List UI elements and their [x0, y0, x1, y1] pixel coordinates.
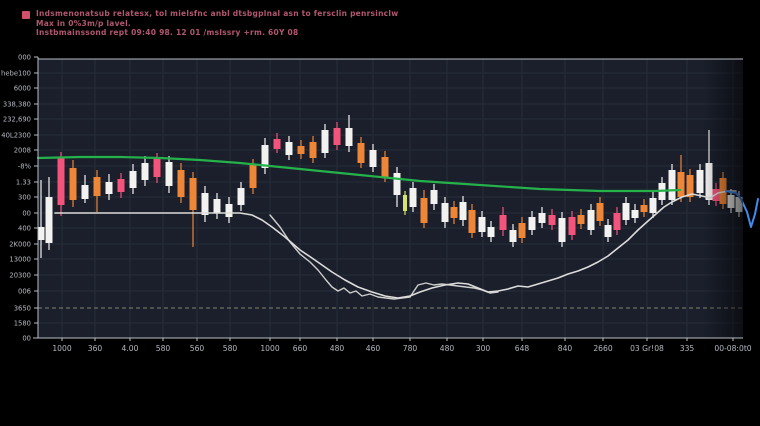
svg-text:480: 480 — [440, 344, 455, 353]
svg-text:338,380: 338,380 — [3, 100, 31, 108]
svg-text:580: 580 — [156, 344, 171, 353]
svg-text:hebe100: hebe100 — [1, 69, 31, 77]
svg-text:1.33: 1.33 — [16, 178, 31, 186]
svg-text:00: 00 — [22, 334, 31, 342]
svg-text:4.00: 4.00 — [122, 344, 139, 353]
svg-text:840: 840 — [558, 344, 573, 353]
svg-text:00-08:0t0: 00-08:0t0 — [714, 344, 751, 353]
sma-white-second-line — [269, 214, 499, 300]
svg-text:03 Gr!08: 03 Gr!08 — [630, 344, 664, 353]
svg-text:000: 000 — [18, 53, 31, 61]
svg-text:335: 335 — [680, 344, 695, 353]
svg-text:480: 480 — [330, 344, 345, 353]
svg-text:-8%: -8% — [18, 162, 32, 170]
chart-legend: Indsmenonatsub relatesx, tol mielsfnc an… — [22, 9, 398, 38]
svg-text:300: 300 — [476, 344, 491, 353]
svg-text:1000: 1000 — [52, 344, 71, 353]
candles — [37, 115, 743, 258]
svg-text:780: 780 — [403, 344, 418, 353]
svg-text:580: 580 — [223, 344, 238, 353]
svg-text:2008: 2008 — [14, 146, 31, 154]
svg-text:460: 460 — [366, 344, 381, 353]
svg-text:40L2300: 40L2300 — [1, 131, 31, 139]
series-marker-icon — [22, 11, 30, 19]
legend-line-3: Instbmainssond rept 09:40 98. 12 01 /msl… — [36, 28, 299, 37]
svg-text:2K000: 2K000 — [9, 240, 31, 248]
svg-text:300: 300 — [18, 193, 31, 201]
y-axis-labels: 000 hebe100 6000 338,380 232,690 40L2300 2008 -… — [1, 53, 38, 342]
right-edge-fade — [703, 59, 743, 338]
sma-white-main-line — [54, 190, 737, 299]
svg-text:360: 360 — [88, 344, 103, 353]
svg-text:1000: 1000 — [260, 344, 279, 353]
sma-green-line — [36, 155, 682, 193]
legend-line-2: Max in 0%3m/p lavel. — [36, 18, 132, 28]
svg-text:00: 00 — [22, 209, 31, 217]
svg-text:660: 660 — [293, 344, 308, 353]
svg-text:232,690: 232,690 — [3, 115, 31, 123]
svg-text:006: 006 — [18, 287, 31, 295]
svg-text:648: 648 — [515, 344, 530, 353]
svg-text:400: 400 — [18, 224, 31, 232]
x-axis-labels: 1000 360 4.00 580 560 580 1000 660 480 460 780 480 3… — [52, 338, 752, 353]
svg-text:20300: 20300 — [9, 271, 31, 279]
svg-text:3650: 3650 — [14, 304, 31, 312]
svg-text:6000: 6000 — [14, 84, 31, 92]
svg-text:560: 560 — [190, 344, 205, 353]
svg-text:1580: 1580 — [14, 319, 31, 327]
svg-text:13000: 13000 — [9, 255, 31, 263]
svg-text:2660: 2660 — [593, 344, 612, 353]
legend-line-1: Indsmenonatsub relatesx, tol mielsfnc an… — [36, 9, 399, 18]
